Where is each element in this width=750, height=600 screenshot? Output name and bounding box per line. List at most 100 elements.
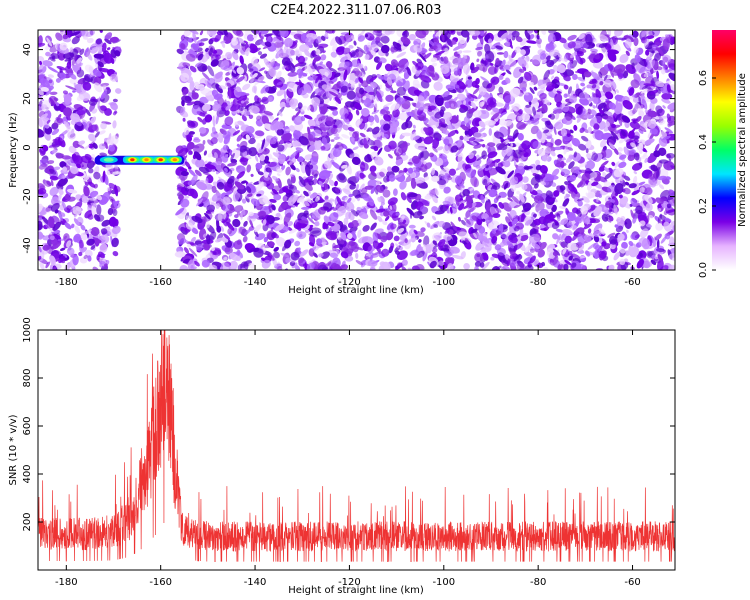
heatmap-cell xyxy=(535,159,541,165)
heatmap-cell xyxy=(431,215,437,221)
heatmap-cell xyxy=(644,30,653,38)
y-tick-label: 40 xyxy=(22,43,33,56)
y-tick-label: 600 xyxy=(22,416,33,435)
heatmap-cell xyxy=(218,176,227,184)
heatmap-cell xyxy=(76,69,85,78)
bottom-y-axis-label: SNR (10 * v/v) xyxy=(8,414,19,485)
heatmap-cell xyxy=(487,38,493,44)
heatmap-cell xyxy=(498,86,504,95)
heatmap-cell xyxy=(355,109,360,116)
heatmap-cell xyxy=(45,87,52,96)
heatmap-cell xyxy=(250,173,254,177)
heatmap-cell xyxy=(577,76,586,82)
heatmap-cell xyxy=(376,61,383,70)
heatmap-cell xyxy=(400,192,407,201)
heatmap-cell xyxy=(665,209,675,214)
heatmap-cell xyxy=(383,114,392,122)
heatmap-cell xyxy=(631,189,641,196)
heatmap-cell xyxy=(253,248,264,258)
heatmap-cell xyxy=(637,181,646,186)
heatmap-cell xyxy=(202,172,212,176)
heatmap-cell xyxy=(471,62,475,71)
heatmap-cell xyxy=(203,150,208,156)
heatmap-cell xyxy=(525,40,537,44)
heatmap-cell xyxy=(370,171,377,177)
heatmap-cell xyxy=(99,82,110,87)
heatmap-cell xyxy=(311,153,319,157)
heatmap-cell xyxy=(176,48,185,55)
heatmap-cell xyxy=(334,180,338,187)
heatmap-cell xyxy=(481,143,486,148)
heatmap-cell xyxy=(207,152,213,158)
bottom-x-axis-label: Height of straight line (km) xyxy=(288,585,424,596)
heatmap-cell xyxy=(564,235,573,244)
heatmap-cell xyxy=(276,173,281,177)
heatmap-cell xyxy=(633,170,637,175)
heatmap-cell xyxy=(385,52,389,57)
y-tick-label: 400 xyxy=(22,464,33,483)
heatmap-cell xyxy=(376,147,383,156)
heatmap-cell xyxy=(226,221,235,231)
heatmap-cell xyxy=(554,93,563,104)
heatmap-cell xyxy=(59,247,66,251)
heatmap-cell xyxy=(507,126,511,137)
heatmap-cell xyxy=(495,57,500,66)
heatmap-cell xyxy=(80,224,86,231)
heatmap-cell xyxy=(531,114,541,120)
heatmap-cell xyxy=(638,162,643,166)
heatmap-cell xyxy=(458,216,461,222)
heatmap-cell xyxy=(366,75,374,85)
heatmap-cell xyxy=(99,30,103,33)
heatmap-cell xyxy=(313,173,318,179)
heatmap-cell xyxy=(349,183,356,190)
heatmap-cell xyxy=(481,261,490,270)
signal-peak xyxy=(172,158,178,162)
x-tick-label: -180 xyxy=(55,277,78,288)
heatmap-cell xyxy=(275,70,282,79)
heatmap-cell xyxy=(468,137,476,142)
heatmap-cell xyxy=(341,47,351,55)
heatmap-cell xyxy=(456,93,466,101)
heatmap-cell xyxy=(638,128,644,134)
heatmap-cell xyxy=(580,82,585,87)
heatmap-cell xyxy=(288,228,297,234)
heatmap-cell xyxy=(309,156,319,165)
chart-title: C2E4.2022.311.07.06.R03 xyxy=(270,3,441,18)
heatmap-cell xyxy=(562,69,574,77)
heatmap-cell xyxy=(303,210,309,217)
heatmap-cell xyxy=(505,69,512,75)
heatmap-cell xyxy=(328,179,335,187)
heatmap-cell xyxy=(423,136,434,145)
heatmap-cell xyxy=(359,132,366,138)
heatmap-cell xyxy=(655,222,664,231)
heatmap-cell xyxy=(474,265,478,270)
heatmap-cell xyxy=(242,235,248,243)
heatmap-cell xyxy=(606,30,612,37)
heatmap-cell xyxy=(487,66,497,75)
heatmap-cell xyxy=(88,167,94,174)
heatmap-cell xyxy=(594,251,600,259)
y-tick-label: -20 xyxy=(22,188,33,204)
heatmap-cell xyxy=(57,177,68,187)
heatmap-cell xyxy=(303,190,309,197)
heatmap-cell xyxy=(617,147,623,152)
heatmap-cell xyxy=(476,58,480,63)
heatmap-cell xyxy=(201,72,211,81)
heatmap-cell xyxy=(300,161,307,174)
heatmap-cell xyxy=(202,140,206,145)
heatmap-cell xyxy=(598,193,602,198)
heatmap-cell xyxy=(217,132,224,143)
x-tick-label: -100 xyxy=(432,577,455,588)
heatmap-cell xyxy=(258,67,266,72)
heatmap-cell xyxy=(466,35,470,43)
heatmap-cell xyxy=(460,219,467,226)
heatmap-cell xyxy=(242,83,251,91)
heatmap-cell xyxy=(392,188,398,196)
signal-peak xyxy=(130,158,135,162)
heatmap-cell xyxy=(74,225,81,234)
heatmap-cell xyxy=(488,43,495,49)
heatmap-cell xyxy=(423,172,428,178)
heatmap-cell xyxy=(641,238,651,250)
heatmap-cell xyxy=(246,164,252,173)
